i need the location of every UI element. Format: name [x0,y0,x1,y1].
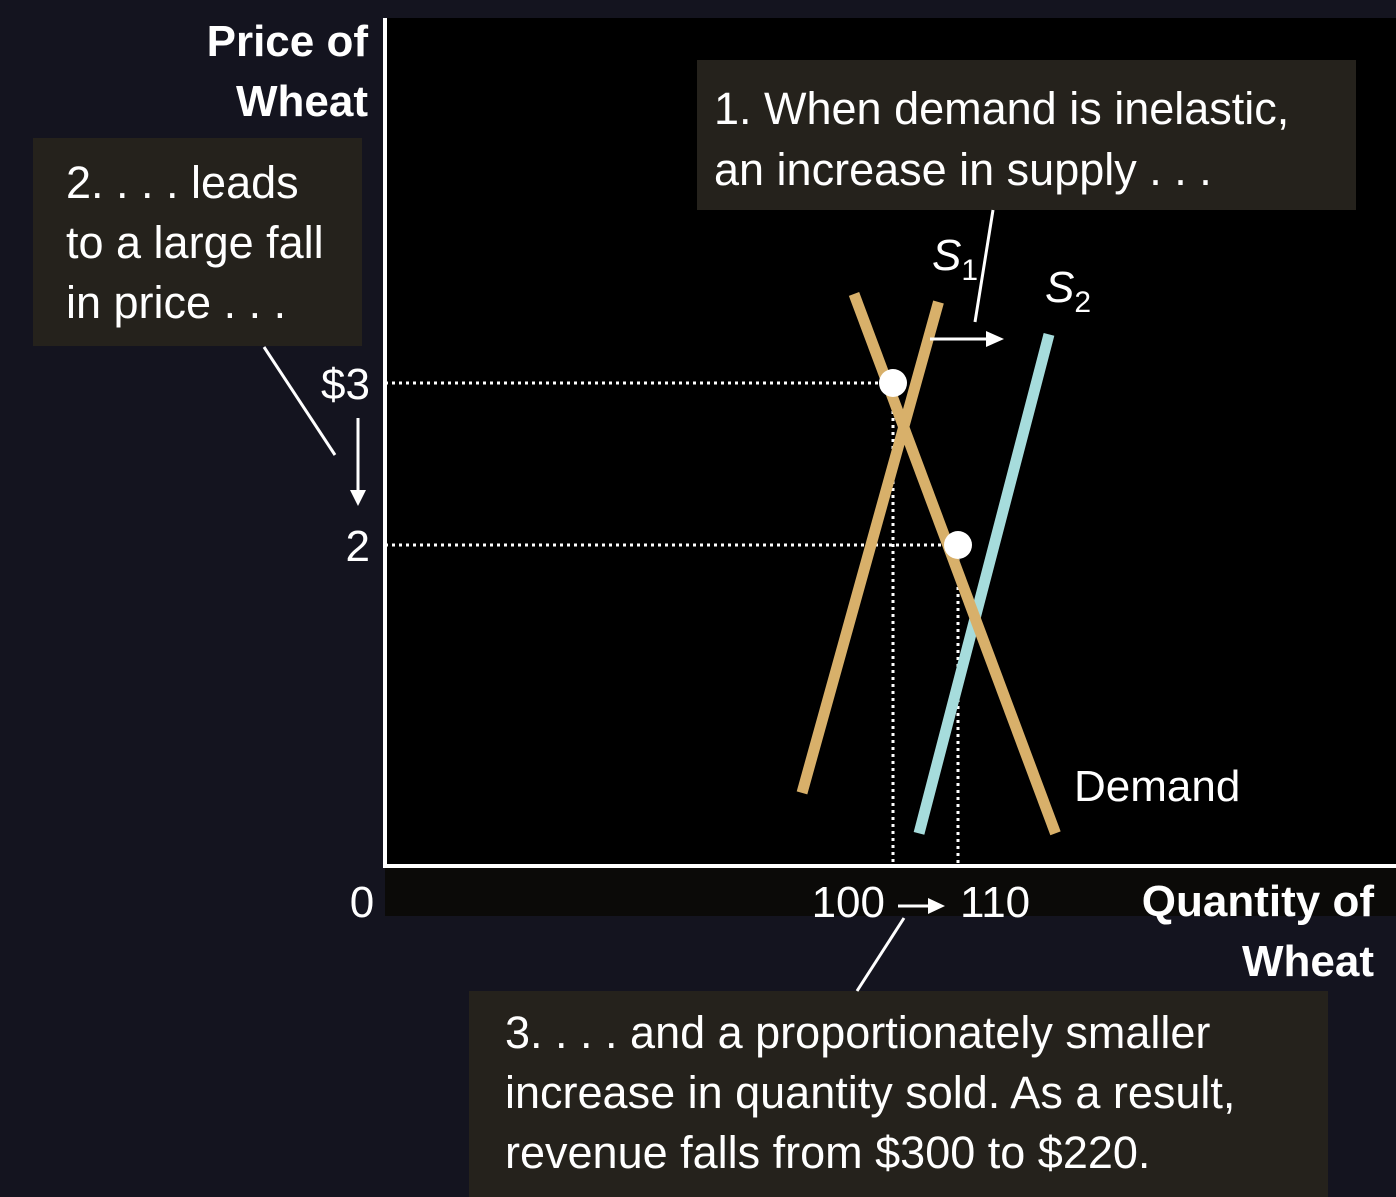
callout-quantity-line2: increase in quantity sold. As a result, [505,1067,1235,1118]
equilibrium-point-0 [879,369,907,397]
y-axis-title-line2: Wheat [236,77,368,126]
y-tick-label-0: $3 [321,360,370,409]
curve-s2 [913,333,1055,835]
equilibrium-point-1 [944,531,972,559]
curve-label-s1: S1 [932,231,978,287]
x-tick-label-0: 100 [812,878,885,927]
y-axis-title-line1: Price of [207,17,369,66]
callout-supply-pointer [973,209,995,323]
equilibrium-points [879,369,972,559]
quantity-change-arrow [898,898,945,914]
tick-labels: $3 2 100 110 [321,360,1030,927]
guide-lines [385,381,960,866]
price-fall-arrow [350,418,366,506]
curve-s1 [796,300,944,795]
supply-shift-arrow [930,331,1004,347]
x-axis-band [385,868,1396,916]
callout-price-line1: 2. . . . leads [66,157,299,208]
callout-price-pointer [262,346,337,456]
callout-supply-line2: an increase in supply . . . [714,144,1212,195]
curve-label-demand: Demand [1074,762,1240,811]
callout-price-line3: in price . . . [66,277,286,328]
y-tick-label-1: 2 [346,522,370,571]
callout-quantity-line1: 3. . . . and a proportionately smaller [505,1007,1210,1058]
callout-quantity-line3: revenue falls from $300 to $220. [505,1127,1150,1178]
curve-label-s2: S2 [1045,263,1091,319]
callout-supply-line1: 1. When demand is inelastic, [714,83,1289,134]
callout-price-line2: to a large fall [66,217,324,268]
x-axis-title-line2: Wheat [1242,937,1374,986]
origin-label: 0 [350,878,374,927]
callout-quantity-revenue: 3. . . . and a proportionately smaller i… [469,917,1328,1197]
callout-price-fall: 2. . . . leads to a large fall in price … [33,138,362,456]
x-tick-label-1: 110 [960,878,1030,927]
callout-supply-increase: 1. When demand is inelastic, an increase… [697,60,1356,323]
x-axis-title-line1: Quantity of [1142,877,1375,926]
curve-labels: S1 S2 Demand [932,231,1240,811]
callout-quantity-pointer [855,917,906,992]
